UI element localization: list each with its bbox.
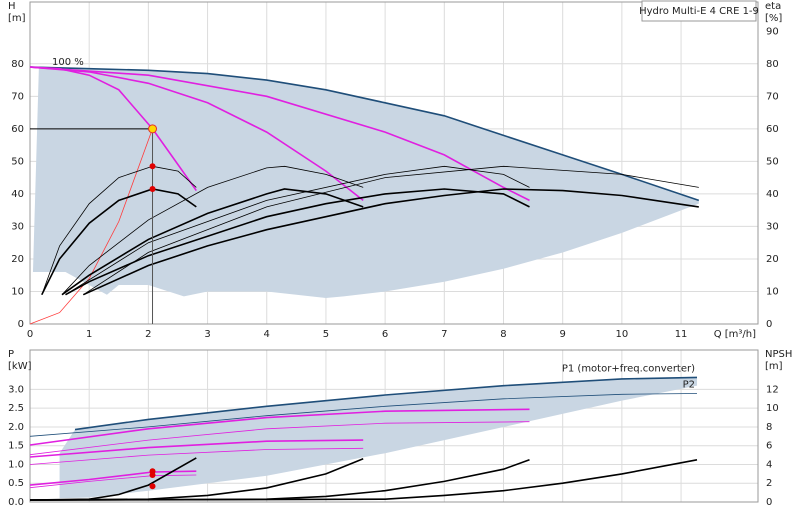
curve — [29, 470, 197, 486]
x-tick-label: 9 — [559, 329, 565, 340]
y2-tick-label: 12 — [766, 384, 779, 395]
x-tick-label: 1 — [86, 329, 92, 340]
y2-tick-label: 10 — [766, 403, 779, 414]
y-tick-label: 30 — [11, 221, 24, 232]
y2-tick-label: 6 — [766, 441, 772, 452]
y-tick-label: 40 — [11, 189, 24, 200]
curve — [61, 165, 364, 295]
curve — [74, 376, 698, 431]
y2-tick-label: 0 — [766, 497, 772, 508]
y-tick-label: 70 — [11, 91, 24, 102]
curve — [29, 459, 698, 501]
y2-tick-label: 4 — [766, 459, 772, 470]
y-axis-label: P — [8, 349, 14, 360]
curve — [61, 188, 364, 296]
curve — [29, 128, 153, 325]
y2-tick-label: 50 — [766, 156, 779, 167]
operating-point — [149, 163, 156, 170]
curve — [29, 66, 700, 202]
x-tick-label: 0 — [27, 329, 33, 340]
curve — [41, 188, 197, 296]
y2-axis-label: NPSH — [765, 349, 792, 360]
x-tick-label: 7 — [441, 329, 447, 340]
operating-point — [149, 186, 156, 193]
x-tick-label: 8 — [500, 329, 506, 340]
chart-title: Hydro Multi-E 4 CRE 1-9 — [639, 6, 759, 17]
y2-tick-label: 2 — [766, 478, 772, 489]
y-tick-label: 3.0 — [8, 384, 24, 395]
x-tick-label: 5 — [323, 329, 329, 340]
y-axis-unit: [m] — [8, 13, 26, 24]
y-axis-label: H — [8, 1, 16, 12]
curve — [29, 408, 530, 446]
series-label: P1 (motor+freq.converter) — [562, 363, 695, 374]
curve — [83, 165, 699, 296]
y2-tick-label: 60 — [766, 124, 779, 135]
curve — [29, 66, 530, 202]
operating-range — [32, 67, 699, 298]
x-axis-label: Q [m³/h] — [714, 329, 756, 340]
series-label: P2 — [683, 380, 695, 391]
y2-tick-label: 70 — [766, 91, 779, 102]
plot-frame — [29, 349, 759, 503]
y-tick-label: 1.5 — [8, 441, 24, 452]
y2-tick-label: 20 — [766, 254, 779, 265]
y-axis-unit: [kW] — [8, 361, 32, 372]
y-tick-label: 2.5 — [8, 403, 24, 414]
curve — [29, 439, 364, 458]
curve — [29, 393, 698, 437]
operating-point — [149, 483, 156, 490]
y-tick-label: 0 — [18, 319, 24, 330]
y-tick-label: 80 — [11, 59, 24, 70]
operating-range — [59, 377, 698, 499]
y2-tick-label: 40 — [766, 189, 779, 200]
y-tick-label: 50 — [11, 156, 24, 167]
y-tick-label: 2.0 — [8, 422, 24, 433]
operating-point — [148, 124, 158, 134]
title-box — [641, 0, 757, 22]
annotation: 100 % — [52, 57, 84, 68]
y2-tick-label: 30 — [766, 221, 779, 232]
y2-tick-label: 80 — [766, 59, 779, 70]
curve — [65, 165, 530, 296]
curve — [29, 474, 197, 489]
y2-axis-label: eta — [765, 1, 781, 12]
x-tick-label: 4 — [264, 329, 270, 340]
x-tick-label: 10 — [616, 329, 629, 340]
y2-tick-label: 90 — [766, 26, 779, 37]
y-tick-label: 10 — [11, 286, 24, 297]
x-tick-label: 3 — [204, 329, 210, 340]
y-tick-label: 20 — [11, 254, 24, 265]
x-tick-label: 6 — [382, 329, 388, 340]
curve — [29, 447, 364, 465]
curve — [29, 421, 530, 456]
y-tick-label: 1.0 — [8, 459, 24, 470]
x-tick-label: 2 — [145, 329, 151, 340]
x-tick-label: 11 — [675, 329, 688, 340]
curve — [41, 165, 197, 295]
y2-axis-unit: [m] — [765, 361, 783, 372]
y2-axis-unit: [%] — [765, 13, 782, 24]
y-tick-label: 60 — [11, 124, 24, 135]
curve — [82, 188, 699, 296]
y-tick-label: 0.5 — [8, 478, 24, 489]
y2-tick-label: 8 — [766, 422, 772, 433]
y2-tick-label: 0 — [766, 319, 772, 330]
y-tick-label: 0.0 — [8, 497, 24, 508]
plot-frame — [29, 1, 759, 325]
y2-tick-label: 10 — [766, 286, 779, 297]
operating-point — [149, 471, 156, 478]
